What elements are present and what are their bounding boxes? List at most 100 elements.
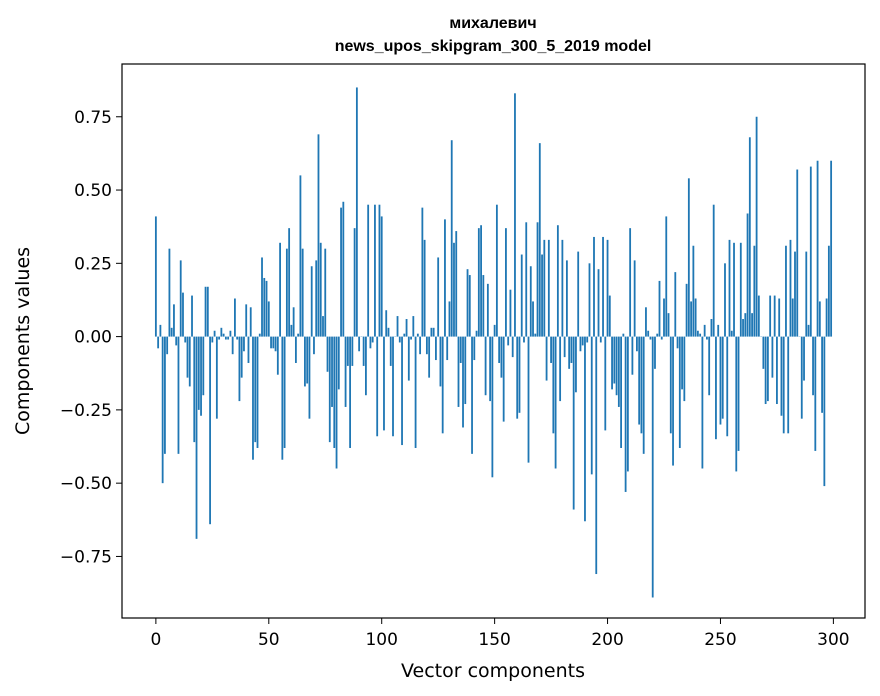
bar: [166, 336, 169, 355]
bar: [658, 280, 661, 337]
bar: [663, 298, 665, 337]
bar: [324, 248, 327, 337]
bar: [240, 336, 243, 378]
bar: [615, 336, 618, 396]
bar: [791, 298, 794, 337]
bar: [369, 336, 372, 349]
bar: [437, 257, 440, 337]
bar: [188, 336, 191, 387]
bar: [599, 336, 602, 343]
bar: [396, 316, 399, 337]
bar: [708, 336, 711, 396]
bar: [249, 307, 252, 337]
bar: [602, 236, 604, 337]
bar: [699, 333, 702, 337]
bar: [787, 336, 790, 434]
bar: [444, 219, 446, 337]
bar: [297, 333, 300, 337]
bar: [769, 295, 772, 337]
bar: [511, 336, 514, 358]
bar: [365, 336, 367, 396]
bar: [410, 336, 412, 340]
bar: [818, 301, 821, 337]
bar: [398, 336, 401, 343]
bar: [358, 336, 361, 352]
bar: [389, 336, 392, 366]
bar: [660, 336, 663, 340]
bar: [757, 295, 760, 337]
bar: [520, 254, 523, 337]
bar: [310, 266, 313, 337]
bar: [448, 301, 451, 337]
bar: [416, 333, 419, 337]
bar: [238, 336, 241, 402]
bar: [733, 242, 735, 337]
bar: [475, 330, 478, 337]
bar: [696, 330, 699, 337]
bar: [507, 336, 510, 346]
bar: [353, 228, 356, 337]
bar: [676, 336, 679, 349]
bar: [407, 336, 410, 381]
bar: [672, 336, 674, 466]
bar: [597, 269, 600, 337]
bar: [367, 204, 370, 337]
bar: [362, 336, 365, 366]
bar: [184, 336, 187, 343]
bar: [493, 324, 496, 337]
bar: [830, 160, 833, 337]
bar: [218, 336, 221, 340]
bar: [669, 336, 672, 434]
bar: [570, 336, 573, 363]
x-tick-label: 0: [150, 630, 161, 650]
bar: [414, 336, 417, 448]
bar: [215, 336, 218, 419]
bar: [654, 336, 656, 369]
bar: [746, 213, 749, 337]
bar: [405, 319, 408, 337]
bar: [484, 336, 487, 396]
bar: [340, 207, 342, 337]
bar: [401, 336, 403, 446]
bar: [491, 336, 494, 478]
bar: [245, 304, 248, 337]
bar: [527, 336, 530, 463]
bar: [346, 336, 349, 366]
y-axis-ticks: −0.75 −0.50 −0.25 0.00 0.25 0.50 0.75: [60, 108, 122, 567]
bar: [505, 228, 507, 337]
bar: [419, 336, 422, 355]
bar: [721, 336, 724, 419]
bar: [457, 336, 460, 407]
bar: [636, 336, 638, 352]
bar: [234, 298, 236, 337]
bar: [204, 286, 207, 337]
bar: [821, 336, 823, 413]
x-tick-label: 150: [478, 630, 510, 650]
bar: [276, 336, 279, 375]
bar: [197, 336, 200, 410]
bar: [538, 143, 541, 337]
chart-title-line2: news_upos_skipgram_300_5_2019 model: [335, 38, 652, 55]
bar: [674, 272, 677, 337]
x-axis-ticks: 0 50 100 150 200 250 300: [150, 618, 850, 650]
bars-group: [154, 87, 833, 598]
bar: [179, 260, 182, 337]
bar: [392, 336, 394, 437]
bar: [565, 260, 568, 337]
bar: [308, 336, 311, 419]
bar: [495, 204, 498, 337]
bar: [464, 336, 467, 405]
bar: [778, 298, 781, 337]
bar: [159, 324, 162, 337]
bar: [342, 201, 345, 337]
bar: [735, 336, 738, 472]
bar: [164, 336, 166, 454]
bar: [552, 336, 555, 434]
bar: [794, 251, 796, 337]
bar: [717, 324, 720, 337]
bar: [782, 336, 785, 434]
bar: [182, 292, 184, 337]
bar: [213, 330, 216, 337]
bar: [579, 336, 582, 352]
